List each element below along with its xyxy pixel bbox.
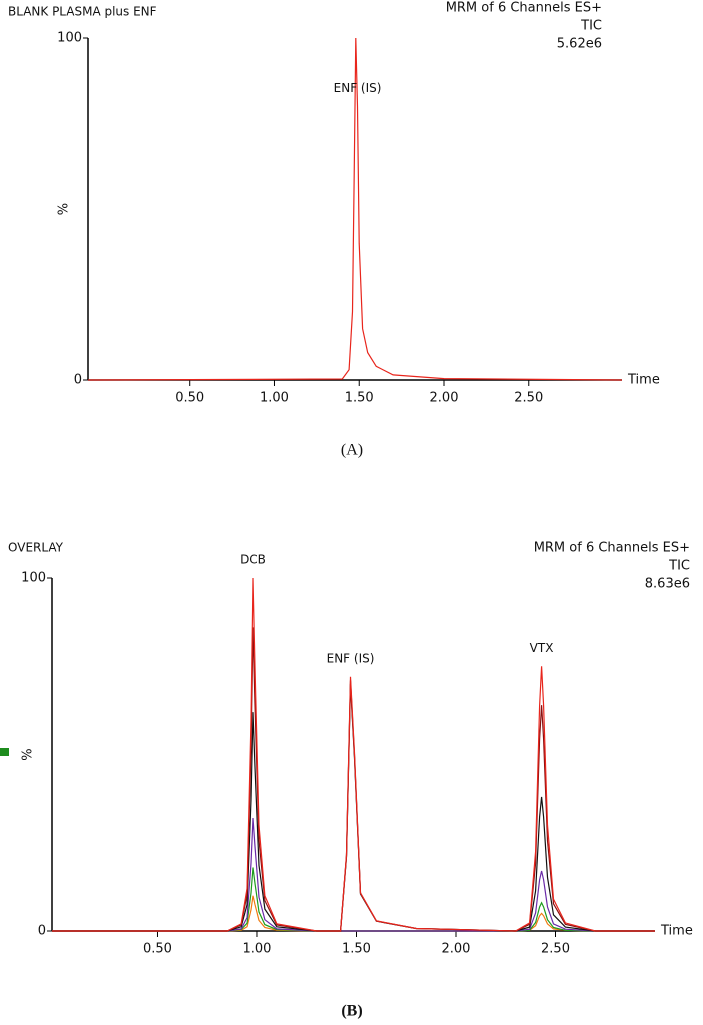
x-tick-label: 0.50 <box>143 942 172 957</box>
x-tick-label: 1.50 <box>342 942 371 957</box>
trace <box>52 683 655 932</box>
channel-info: 5.62e6 <box>557 37 602 52</box>
x-tick-label: 2.00 <box>430 391 459 406</box>
x-tick-label: 1.00 <box>243 942 272 957</box>
channel-info: MRM of 6 Channels ES+ <box>446 1 602 16</box>
peak-label: ENF (IS) <box>327 651 375 665</box>
x-tick-label: 1.50 <box>345 391 374 406</box>
y-tick-label: 100 <box>57 31 82 46</box>
x-tick-label: 2.50 <box>514 391 543 406</box>
trace <box>87 37 623 381</box>
x-tick-label: 0.50 <box>175 391 204 406</box>
y-axis-label: % <box>21 748 36 760</box>
x-axis-label: Time <box>627 373 660 388</box>
chart-title: BLANK PLASMA plus ENF <box>8 5 157 19</box>
x-tick-label: 2.00 <box>442 942 471 957</box>
channel-info: TIC <box>580 19 602 34</box>
y-tick-label: 100 <box>21 571 46 586</box>
marker-square <box>0 748 9 756</box>
trace <box>52 817 655 932</box>
x-tick-label: 2.50 <box>541 942 570 957</box>
caption: (B) <box>341 1003 362 1020</box>
peak-label: DCB <box>240 553 266 567</box>
y-axis-label: % <box>57 203 72 215</box>
channel-info: MRM of 6 Channels ES+ <box>534 541 690 556</box>
caption: (A) <box>341 442 363 459</box>
trace <box>52 577 655 932</box>
channel-info: TIC <box>668 559 690 574</box>
y-tick-label: 0 <box>38 924 46 939</box>
channel-info: 8.63e6 <box>645 577 690 592</box>
y-tick-label: 0 <box>74 373 82 388</box>
trace <box>52 627 655 932</box>
chart-title: OVERLAY <box>8 541 64 555</box>
peak-label: ENF (IS) <box>334 81 382 95</box>
peak-label: VTX <box>530 641 554 655</box>
x-axis-label: Time <box>660 924 693 939</box>
x-tick-label: 1.00 <box>260 391 289 406</box>
